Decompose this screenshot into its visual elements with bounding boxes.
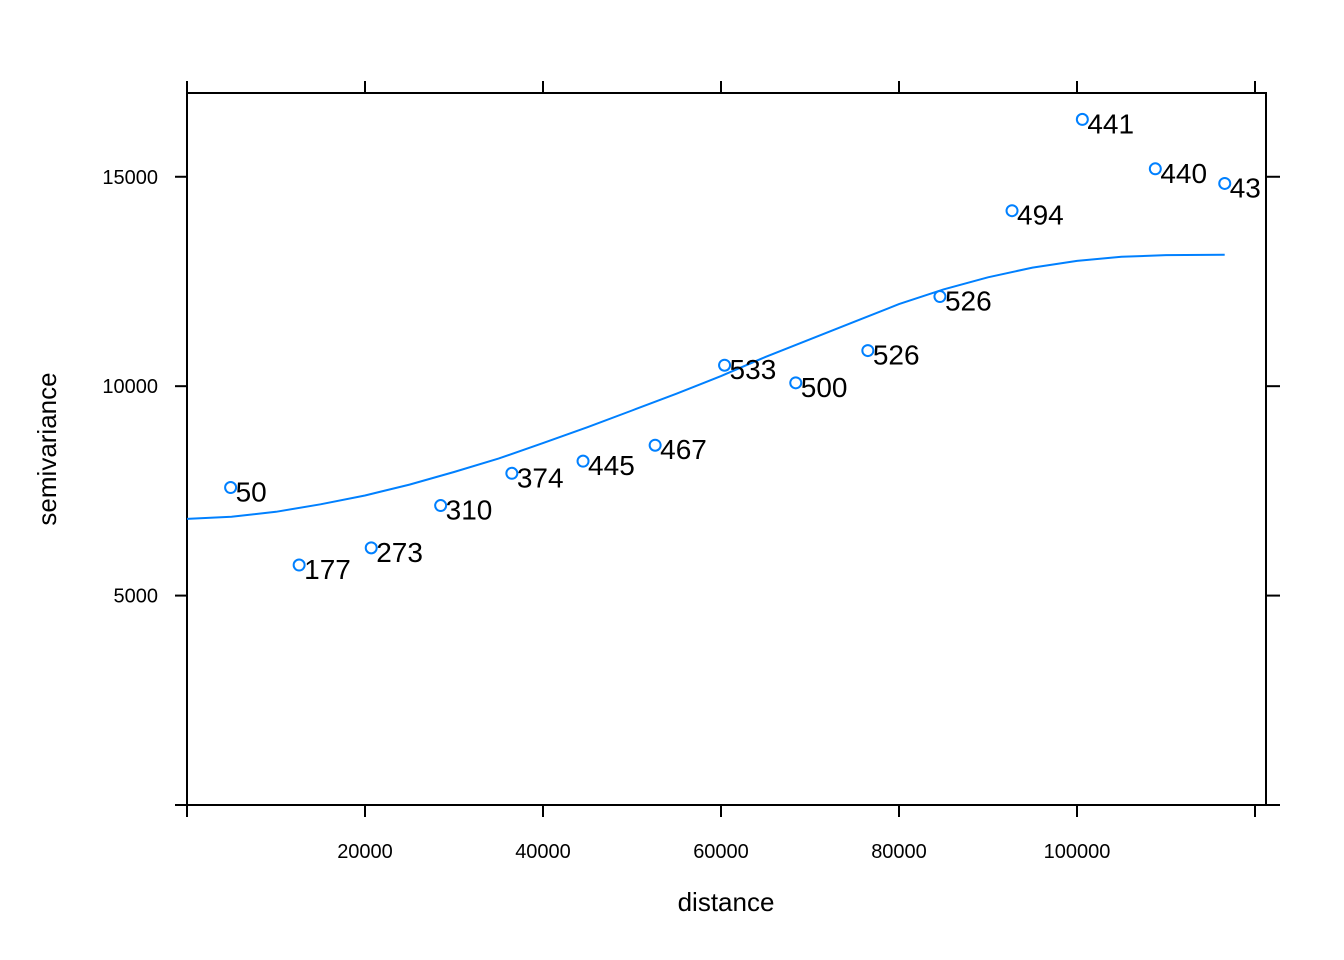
data-point-label: 445	[588, 450, 635, 481]
data-point	[933, 290, 947, 304]
axis-tick-labels: 20000 40000 60000 80000 100000 5000 10000 15000	[102, 167, 1110, 863]
axis-ticks	[175, 81, 1280, 817]
data-point	[1005, 204, 1019, 218]
data-point-label: 43	[1230, 172, 1261, 203]
data-point-label: 533	[730, 354, 777, 385]
x-tick-label: 60000	[693, 841, 749, 863]
data-point-label: 374	[517, 462, 564, 493]
fitted-model-line	[186, 253, 1225, 520]
data-point	[789, 376, 803, 390]
data-point-label: 467	[660, 434, 707, 465]
data-point	[718, 358, 732, 372]
x-tick-label: 40000	[515, 841, 571, 863]
y-tick-label: 10000	[102, 376, 158, 398]
data-point	[861, 344, 875, 358]
data-point-label: 440	[1160, 158, 1207, 189]
data-point-label: 494	[1017, 200, 1064, 231]
data-point-label: 273	[376, 537, 423, 568]
data-point-label: 177	[304, 554, 351, 585]
data-point	[1075, 112, 1089, 126]
data-point	[292, 558, 306, 572]
x-axis-title: distance	[678, 887, 775, 917]
data-point-label: 441	[1087, 108, 1134, 139]
y-tick-label: 15000	[102, 167, 158, 189]
data-point	[648, 438, 662, 452]
y-tick-label: 5000	[114, 586, 159, 608]
data-point	[224, 481, 238, 495]
data-point	[576, 454, 590, 468]
data-point	[434, 499, 448, 513]
data-points	[224, 112, 1232, 572]
plot-frame	[186, 92, 1267, 806]
data-point	[364, 541, 378, 555]
data-point-label: 526	[873, 340, 920, 371]
data-point-label: 526	[945, 286, 992, 317]
x-tick-label: 100000	[1044, 841, 1111, 863]
data-point-label: 50	[236, 477, 267, 508]
data-point	[1218, 176, 1232, 190]
x-tick-label: 80000	[871, 841, 927, 863]
data-point-label: 310	[446, 495, 493, 526]
point-labels: 50 177 273 310 374 445 467 533 500 526 526 494 441 44…	[236, 108, 1261, 585]
data-point	[1148, 162, 1162, 176]
x-tick-label: 20000	[337, 841, 393, 863]
data-point	[505, 466, 519, 480]
data-point-label: 500	[801, 372, 848, 403]
y-axis-title: semivariance	[32, 372, 62, 525]
